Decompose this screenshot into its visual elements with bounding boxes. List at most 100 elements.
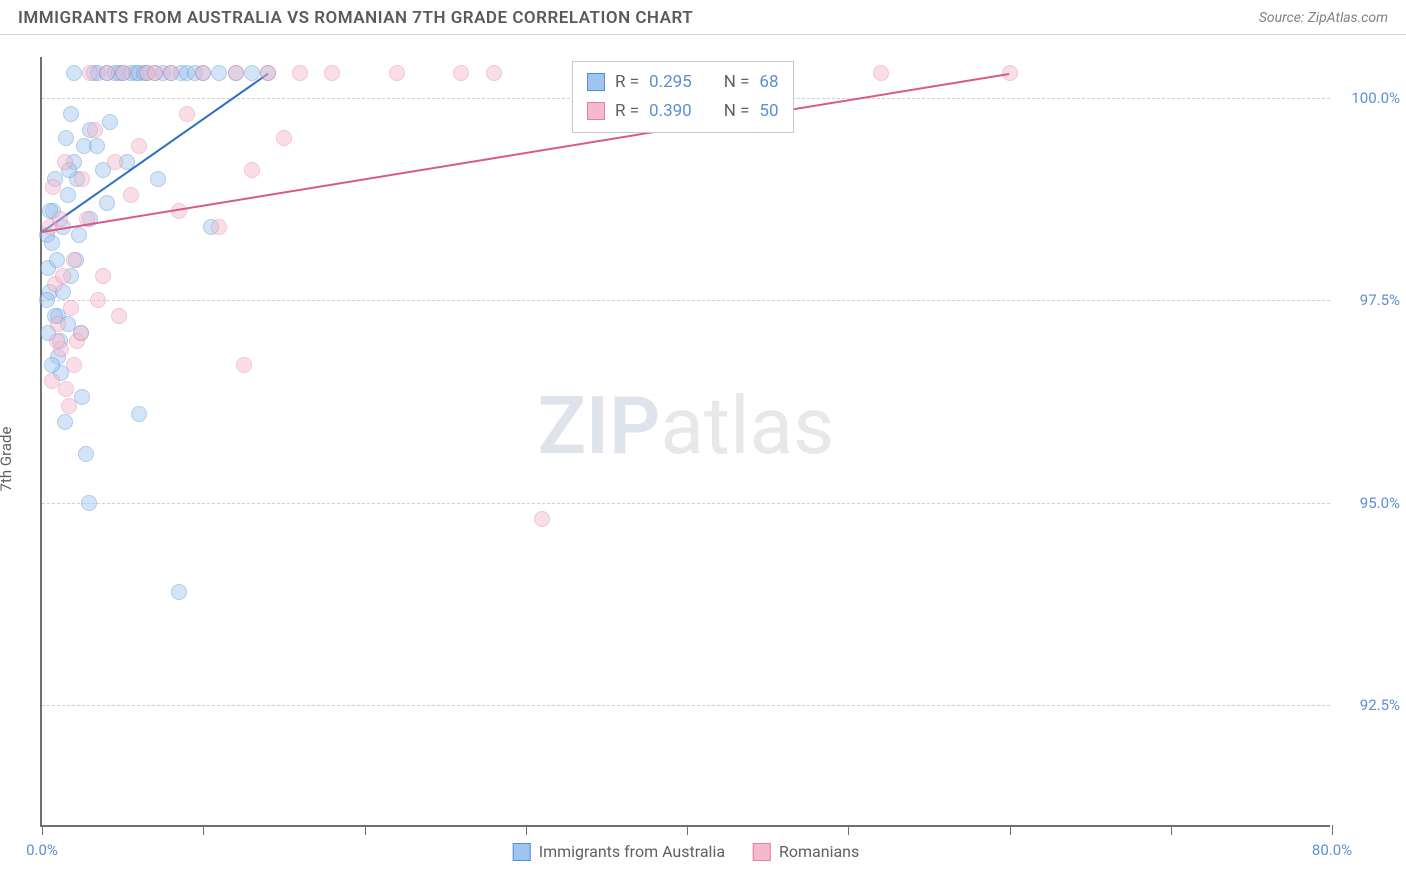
- data-point: [292, 65, 308, 81]
- chart-header: IMMIGRANTS FROM AUSTRALIA VS ROMANIAN 7T…: [0, 0, 1406, 35]
- x-tick: [1332, 825, 1333, 835]
- n-value: 68: [759, 68, 778, 97]
- data-point: [52, 211, 68, 227]
- stats-row: R = 0.295 N = 68: [587, 68, 779, 97]
- data-point: [44, 357, 60, 373]
- x-tick: [203, 825, 204, 835]
- y-tick-label: 100.0%: [1340, 89, 1400, 107]
- data-point: [163, 65, 179, 81]
- legend-item: Immigrants from Australia: [513, 842, 725, 861]
- legend-swatch: [753, 843, 771, 861]
- data-point: [66, 252, 82, 268]
- data-point: [389, 65, 405, 81]
- gridline: [42, 503, 1330, 504]
- bottom-legend: Immigrants from Australia Romanians: [513, 842, 860, 861]
- chart-title: IMMIGRANTS FROM AUSTRALIA VS ROMANIAN 7T…: [18, 8, 693, 28]
- data-point: [81, 495, 97, 511]
- r-value: 0.390: [649, 97, 692, 126]
- data-point: [57, 154, 73, 170]
- watermark-atlas: atlas: [660, 379, 834, 473]
- source-prefix: Source:: [1259, 10, 1308, 26]
- data-point: [49, 333, 65, 349]
- data-point: [87, 122, 103, 138]
- data-point: [244, 162, 260, 178]
- legend-swatch: [587, 73, 605, 91]
- data-point: [99, 195, 115, 211]
- data-point: [453, 65, 469, 81]
- x-tick: [526, 825, 527, 835]
- data-point: [150, 171, 166, 187]
- y-axis-label: 7th Grade: [0, 427, 15, 492]
- data-point: [534, 511, 550, 527]
- data-point: [45, 179, 61, 195]
- chart-area: 7th Grade ZIPatlas 92.5%95.0%97.5%100.0%…: [0, 35, 1406, 883]
- data-point: [171, 584, 187, 600]
- data-point: [73, 325, 89, 341]
- plot-region: ZIPatlas 92.5%95.0%97.5%100.0%0.0%80.0%R…: [40, 57, 1330, 827]
- data-point: [115, 65, 131, 81]
- data-point: [873, 65, 889, 81]
- gridline: [42, 705, 1330, 706]
- x-tick-label: 80.0%: [1312, 841, 1352, 859]
- data-point: [102, 114, 118, 130]
- legend-item: Romanians: [753, 842, 859, 861]
- data-point: [236, 357, 252, 373]
- data-point: [71, 227, 87, 243]
- data-point: [78, 446, 94, 462]
- data-point: [66, 357, 82, 373]
- legend-label: Immigrants from Australia: [539, 842, 725, 861]
- data-point: [50, 316, 66, 332]
- data-point: [89, 138, 105, 154]
- y-tick-label: 92.5%: [1340, 696, 1400, 714]
- data-point: [228, 65, 244, 81]
- data-point: [39, 292, 55, 308]
- stats-box: R =0.295N =68R =0.390N =50: [572, 61, 794, 133]
- data-point: [44, 373, 60, 389]
- data-point: [211, 65, 227, 81]
- y-tick-label: 97.5%: [1340, 291, 1400, 309]
- x-tick: [1171, 825, 1172, 835]
- r-value: 0.295: [649, 68, 692, 97]
- watermark: ZIPatlas: [538, 379, 835, 473]
- r-label: R =: [615, 97, 639, 126]
- x-tick: [42, 825, 43, 835]
- stats-row: R =0.390N =50: [587, 97, 779, 126]
- x-tick: [1010, 825, 1011, 835]
- legend-swatch: [587, 102, 605, 120]
- data-point: [131, 138, 147, 154]
- data-point: [131, 406, 147, 422]
- data-point: [44, 235, 60, 251]
- source-name: ZipAtlas.com: [1308, 10, 1388, 26]
- data-point: [147, 65, 163, 81]
- data-point: [60, 187, 76, 203]
- data-point: [66, 65, 82, 81]
- data-point: [58, 381, 74, 397]
- n-label: N =: [724, 68, 750, 97]
- data-point: [486, 65, 502, 81]
- x-tick: [365, 825, 366, 835]
- n-label: N =: [724, 97, 750, 126]
- data-point: [99, 65, 115, 81]
- data-point: [324, 65, 340, 81]
- data-point: [63, 300, 79, 316]
- data-point: [63, 106, 79, 122]
- watermark-zip: ZIP: [538, 379, 661, 473]
- data-point: [123, 187, 139, 203]
- data-point: [55, 268, 71, 284]
- data-point: [179, 106, 195, 122]
- legend-swatch: [513, 843, 531, 861]
- x-tick: [687, 825, 688, 835]
- data-point: [107, 154, 123, 170]
- data-point: [57, 414, 73, 430]
- data-point: [61, 398, 77, 414]
- data-point: [58, 130, 74, 146]
- x-tick: [848, 825, 849, 835]
- data-point: [49, 252, 65, 268]
- data-point: [276, 130, 292, 146]
- source-credit: Source: ZipAtlas.com: [1259, 10, 1388, 26]
- data-point: [74, 171, 90, 187]
- data-point: [211, 219, 227, 235]
- r-label: R =: [615, 68, 639, 97]
- data-point: [82, 65, 98, 81]
- gridline: [42, 300, 1330, 301]
